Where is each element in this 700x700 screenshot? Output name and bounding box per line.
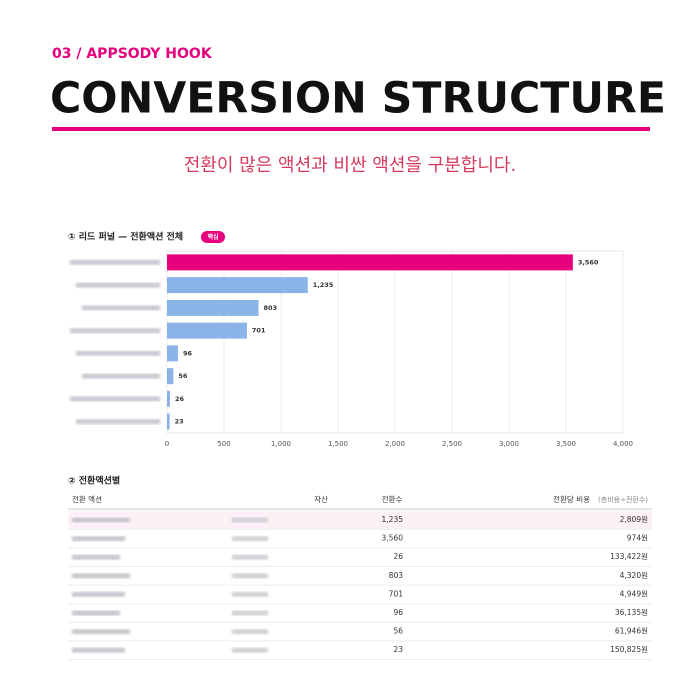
x-tick-label: 500	[217, 440, 230, 448]
cell-cost: 4,320원	[620, 571, 648, 580]
cell-cost: 4,949원	[620, 589, 648, 598]
value-label: 803	[264, 304, 278, 312]
blurred-action	[72, 536, 125, 542]
bar	[167, 322, 247, 339]
blurred-action	[72, 629, 130, 635]
cell-cost: 150,825원	[610, 645, 648, 654]
x-tick-label: 3,500	[556, 440, 576, 448]
cell-count: 23	[393, 645, 403, 654]
title-rule	[52, 127, 650, 131]
blurred-label	[82, 373, 160, 379]
blurred-label	[76, 282, 160, 288]
cell-count: 56	[393, 627, 403, 636]
column-note: (총비용÷전환수)	[598, 495, 648, 504]
cell-cost: 36,135원	[615, 608, 648, 617]
column-header: 전환 액션	[72, 494, 102, 504]
cell-count: 26	[393, 552, 403, 561]
badge	[201, 231, 225, 243]
cell-count: 701	[389, 589, 404, 598]
cell-count: 1,235	[382, 515, 404, 524]
x-tick-label: 1,000	[271, 440, 291, 448]
value-label: 56	[178, 372, 188, 380]
cell-count: 96	[393, 608, 403, 617]
value-label: 26	[175, 395, 185, 403]
value-label: 701	[252, 327, 266, 335]
x-tick-label: 2,000	[385, 440, 405, 448]
cell-cost: 2,809원	[620, 515, 648, 524]
x-tick-label: 3,000	[499, 440, 519, 448]
column-header: 자산	[314, 494, 328, 504]
blurred-action	[72, 591, 125, 597]
blurred-asset	[232, 591, 268, 597]
row-highlight	[68, 510, 652, 530]
cell-cost: 974원	[627, 534, 648, 543]
bar	[167, 277, 308, 294]
cell-cost: 133,422원	[610, 552, 648, 561]
blurred-asset	[232, 554, 268, 560]
blurred-asset	[232, 536, 268, 542]
badge-text: 핵심	[207, 233, 218, 241]
subtitle: 전환이 많은 액션과 비싼 액션을 구분합니다.	[184, 155, 516, 176]
blurred-label	[70, 328, 160, 334]
section-label: 03 / APPSODY HOOK	[52, 46, 213, 62]
blurred-label	[70, 396, 160, 402]
blurred-action	[72, 573, 130, 579]
x-tick-label: 2,500	[442, 440, 462, 448]
blurred-action	[72, 554, 120, 560]
blurred-asset	[232, 647, 268, 653]
chart-title: ① 리드 퍼널 — 전환액션 전체	[68, 231, 183, 243]
cell-cost: 61,946원	[615, 627, 648, 636]
column-header: 전환당 비용	[553, 494, 590, 504]
blurred-label	[70, 259, 160, 265]
column-header: 전환수	[382, 494, 403, 504]
bar	[167, 413, 170, 430]
bar	[167, 254, 573, 271]
bar	[167, 299, 259, 316]
blurred-action	[72, 610, 120, 616]
x-tick-label: 1,500	[328, 440, 348, 448]
blurred-asset	[232, 517, 268, 523]
value-label: 96	[183, 349, 193, 357]
blurred-action	[72, 647, 125, 653]
value-label: 1,235	[313, 281, 334, 289]
blurred-action	[72, 517, 130, 523]
page-title: CONVERSION STRUCTURE	[50, 74, 666, 124]
bar	[167, 368, 174, 385]
blurred-asset	[232, 629, 268, 635]
blurred-label	[76, 350, 160, 356]
table-title: ② 전환액션별	[68, 475, 120, 487]
blurred-asset	[232, 573, 268, 579]
blurred-label	[82, 305, 160, 311]
x-tick-label: 4,000	[613, 440, 633, 448]
bar	[167, 390, 170, 407]
cell-count: 3,560	[382, 534, 404, 543]
bar	[167, 345, 178, 362]
blurred-label	[76, 419, 160, 425]
blurred-asset	[232, 610, 268, 616]
cell-count: 803	[389, 571, 404, 580]
x-tick-label: 0	[165, 440, 169, 448]
value-label: 3,560	[578, 258, 599, 266]
value-label: 23	[175, 418, 184, 426]
